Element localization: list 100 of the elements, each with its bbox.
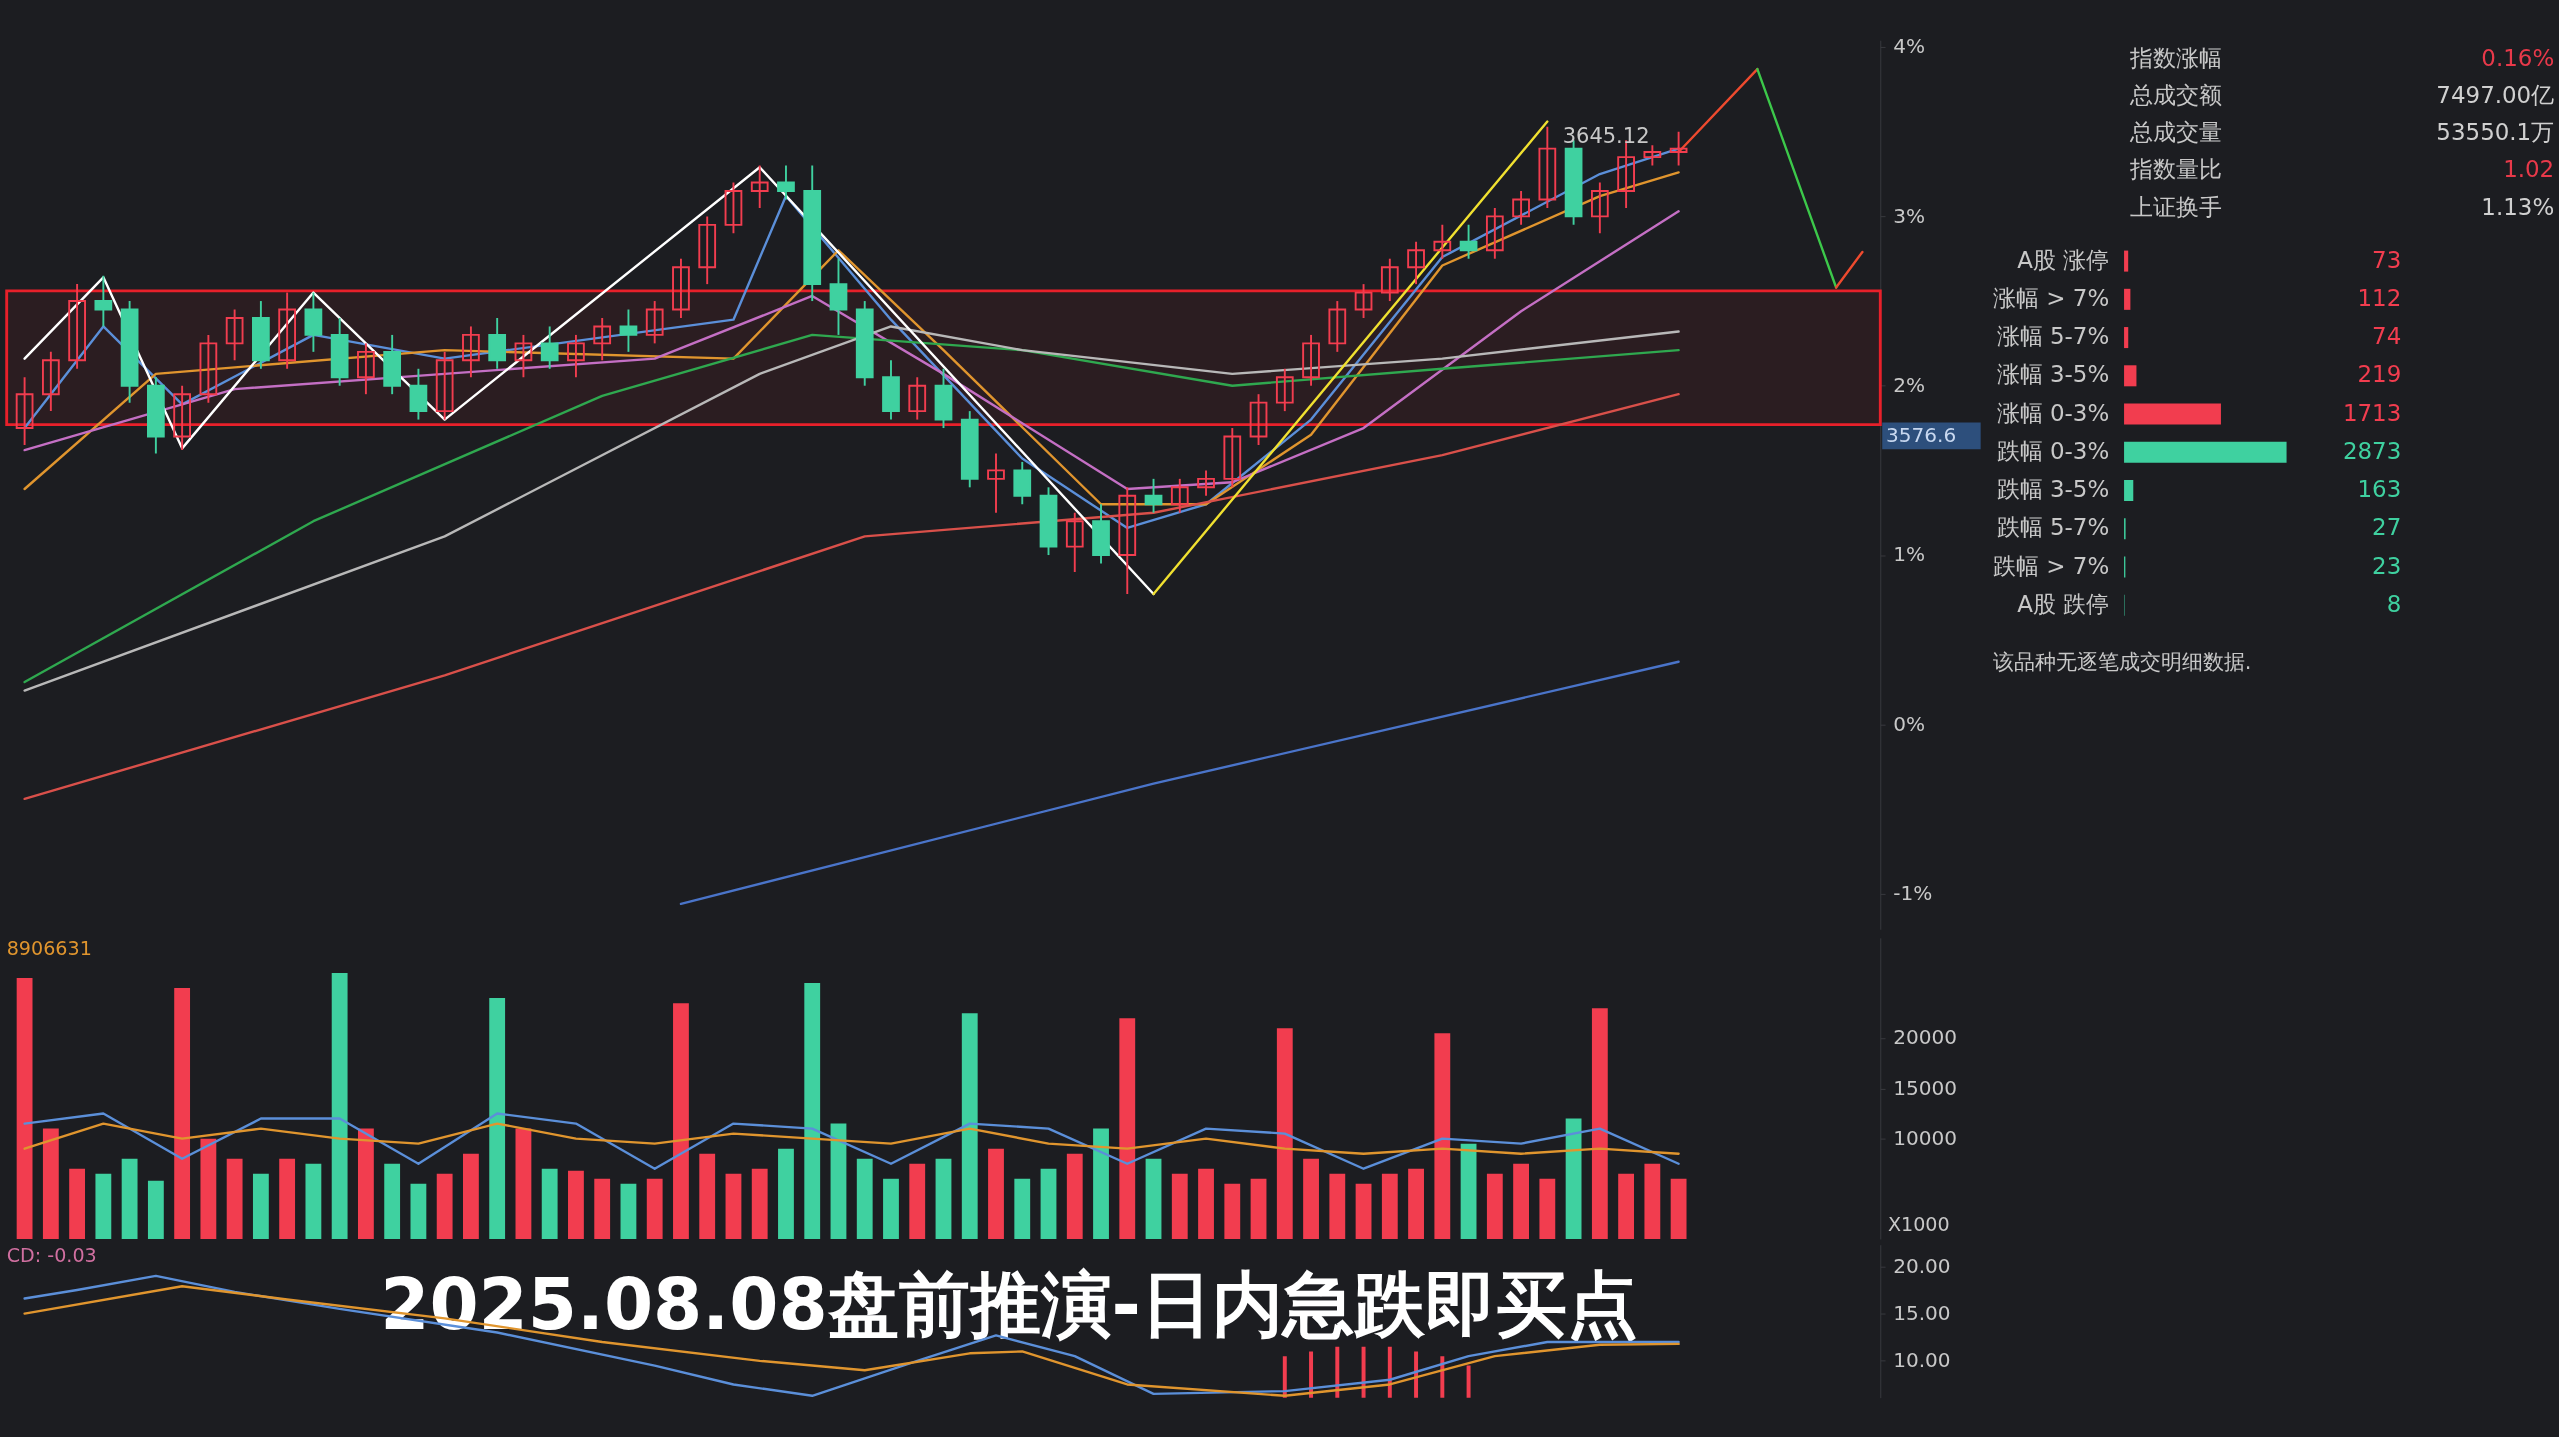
bar xyxy=(1381,1173,1398,1239)
bar xyxy=(2124,441,2287,463)
bar xyxy=(568,1170,584,1239)
y-tick-label: 2% xyxy=(1893,372,1926,397)
bar xyxy=(1486,1173,1503,1239)
candlestick xyxy=(15,376,34,446)
bar xyxy=(751,1168,768,1239)
bar xyxy=(252,1173,269,1239)
text: 1.02 xyxy=(2503,156,2555,183)
bar xyxy=(541,1168,558,1239)
text: 1.13% xyxy=(2481,193,2555,220)
bar xyxy=(147,1180,164,1239)
bar xyxy=(463,1153,479,1239)
candlestick xyxy=(1144,477,1163,514)
candlestick xyxy=(94,274,113,328)
line-series xyxy=(23,1122,1680,1155)
bar xyxy=(515,1128,532,1239)
bar xyxy=(1460,1143,1477,1239)
bar xyxy=(200,1138,217,1239)
candlestick xyxy=(435,350,454,421)
candlestick xyxy=(1354,283,1373,319)
candlestick xyxy=(1118,486,1137,595)
candlestick xyxy=(1170,477,1189,514)
candlestick xyxy=(750,164,769,209)
bar xyxy=(961,1013,978,1239)
bar xyxy=(594,1178,611,1239)
data-label: 219 xyxy=(2357,361,2402,388)
line-series xyxy=(23,392,1680,801)
annotation: CD: -0.03 xyxy=(6,1243,97,1267)
y-tick-label: 跌幅 3-5% xyxy=(1996,476,2110,503)
bar xyxy=(1093,1128,1109,1239)
bar xyxy=(883,1178,899,1239)
bar xyxy=(1408,1168,1424,1239)
bar xyxy=(42,1128,59,1239)
text: 3576.6 xyxy=(1886,422,1957,447)
candlestick xyxy=(278,291,297,370)
candlestick xyxy=(514,333,533,379)
y-tick-label: 0% xyxy=(1893,711,1926,736)
candlestick xyxy=(645,300,664,345)
bar xyxy=(174,988,191,1239)
candlestick xyxy=(1328,300,1347,353)
bar xyxy=(830,1123,847,1239)
candlestick xyxy=(1275,367,1294,413)
data-label: 112 xyxy=(2357,285,2402,312)
bar xyxy=(121,1158,138,1239)
text: X1000 xyxy=(1887,1213,1950,1237)
bar xyxy=(699,1153,716,1239)
candlestick xyxy=(41,350,60,413)
y-tick-label: 15.00 xyxy=(1893,1300,1951,1325)
candlestick xyxy=(1512,190,1530,226)
candlestick xyxy=(1485,206,1504,260)
candlestick xyxy=(462,325,480,379)
y-tick-label: 涨幅 3-5% xyxy=(1996,361,2110,388)
line-series xyxy=(23,210,1680,491)
bar xyxy=(856,1158,873,1239)
bar xyxy=(1329,1173,1346,1239)
bar xyxy=(410,1183,427,1239)
y-tick-label: A股 跌停 xyxy=(2017,590,2110,617)
y-tick-label: 涨幅 0-3% xyxy=(1996,399,2110,426)
candlestick xyxy=(567,333,585,379)
bar xyxy=(305,1163,322,1239)
bar xyxy=(646,1178,663,1239)
data-label: 2873 xyxy=(2342,437,2402,464)
candlestick xyxy=(540,325,559,370)
bar xyxy=(1539,1178,1556,1239)
candlestick xyxy=(619,308,638,353)
bar xyxy=(95,1173,112,1239)
bar xyxy=(1644,1163,1661,1239)
y-tick-label: 20.00 xyxy=(1893,1253,1951,1278)
bar xyxy=(1250,1178,1267,1239)
bar xyxy=(1303,1158,1319,1239)
text: 0.16% xyxy=(2481,44,2555,71)
category-label: 总成交量 xyxy=(2128,119,2222,146)
y-tick-label: 跌幅 0-3% xyxy=(1996,437,2110,464)
data-label: 27 xyxy=(2372,514,2402,541)
bar xyxy=(909,1163,926,1239)
candlestick xyxy=(672,257,690,319)
bar xyxy=(331,973,348,1239)
y-tick-label: 3% xyxy=(1893,203,1926,228)
y-tick-label: 1% xyxy=(1893,542,1926,567)
data-label: 1713 xyxy=(2342,399,2402,426)
candlestick xyxy=(908,376,927,421)
bar xyxy=(436,1173,453,1239)
candlestick xyxy=(1643,144,1662,167)
data-label: 8 xyxy=(2386,590,2402,617)
y-tick-label: 跌幅 > 7% xyxy=(1993,552,2110,579)
candlestick xyxy=(1302,333,1320,387)
y-tick-label: 4% xyxy=(1893,34,1926,59)
bar xyxy=(16,978,33,1239)
candlestick xyxy=(1669,130,1688,167)
bar xyxy=(1066,1153,1083,1239)
candlestick xyxy=(1197,469,1215,497)
y-tick-label: 10.00 xyxy=(1893,1348,1951,1373)
bar xyxy=(804,983,821,1239)
bar xyxy=(1198,1168,1214,1239)
y-tick-label: 10000 xyxy=(1893,1125,1958,1150)
candlestick xyxy=(225,308,244,362)
candlestick xyxy=(1407,240,1425,286)
data-label: 74 xyxy=(2372,323,2402,350)
annotation: 3645.12 xyxy=(1562,122,1650,148)
